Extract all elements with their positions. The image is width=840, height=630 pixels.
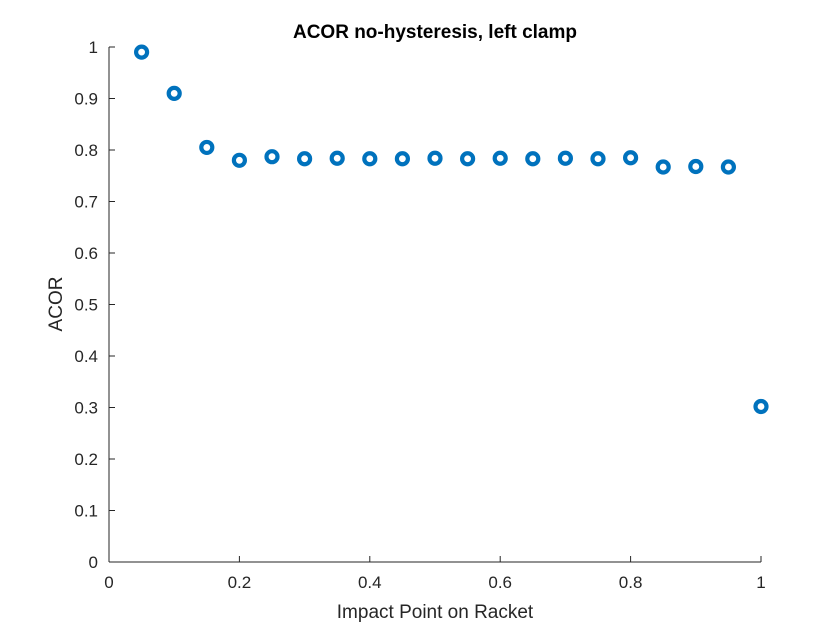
data-point — [688, 158, 704, 175]
x-tick-label: 0.6 — [488, 573, 512, 592]
data-point — [166, 85, 182, 101]
data-point — [297, 151, 313, 167]
x-tick-label: 0.4 — [358, 573, 382, 592]
y-tick-label: 0.4 — [74, 347, 98, 366]
chart-title: ACOR no-hysteresis, left clamp — [293, 22, 577, 43]
data-point — [362, 151, 378, 167]
data-point — [394, 151, 410, 167]
y-axis-label: ACOR — [46, 277, 67, 332]
y-tick-label: 0.9 — [74, 90, 98, 109]
data-point — [427, 150, 443, 166]
y-tick-label: 0.3 — [74, 399, 98, 418]
data-point — [557, 150, 574, 166]
data-point — [622, 150, 639, 166]
y-tick-label: 0 — [89, 553, 98, 572]
x-tick-label: 0.8 — [619, 573, 643, 592]
data-point — [329, 150, 345, 166]
y-tick-label: 0.1 — [74, 502, 98, 521]
data-point — [134, 44, 150, 60]
data-point — [753, 398, 769, 415]
data-point — [231, 152, 247, 168]
x-tick-label: 0 — [104, 573, 113, 592]
x-tick-label: 0.2 — [228, 573, 252, 592]
data-point — [492, 150, 508, 166]
data-point — [590, 151, 606, 167]
y-tick-label: 0.5 — [74, 296, 98, 315]
data-point — [525, 151, 541, 167]
data-point — [264, 149, 280, 165]
y-tick-label: 0.7 — [74, 193, 98, 212]
y-tick-label: 0.8 — [74, 141, 98, 160]
x-tick-label: 1 — [756, 573, 765, 592]
y-tick-label: 1 — [89, 38, 98, 57]
data-point — [720, 159, 737, 175]
data-point — [199, 139, 215, 156]
x-axis-label: Impact Point on Racket — [337, 602, 534, 623]
y-tick-label: 0.2 — [74, 450, 98, 469]
data-point — [460, 151, 476, 167]
data-point — [655, 159, 671, 175]
y-tick-label: 0.6 — [74, 244, 98, 263]
